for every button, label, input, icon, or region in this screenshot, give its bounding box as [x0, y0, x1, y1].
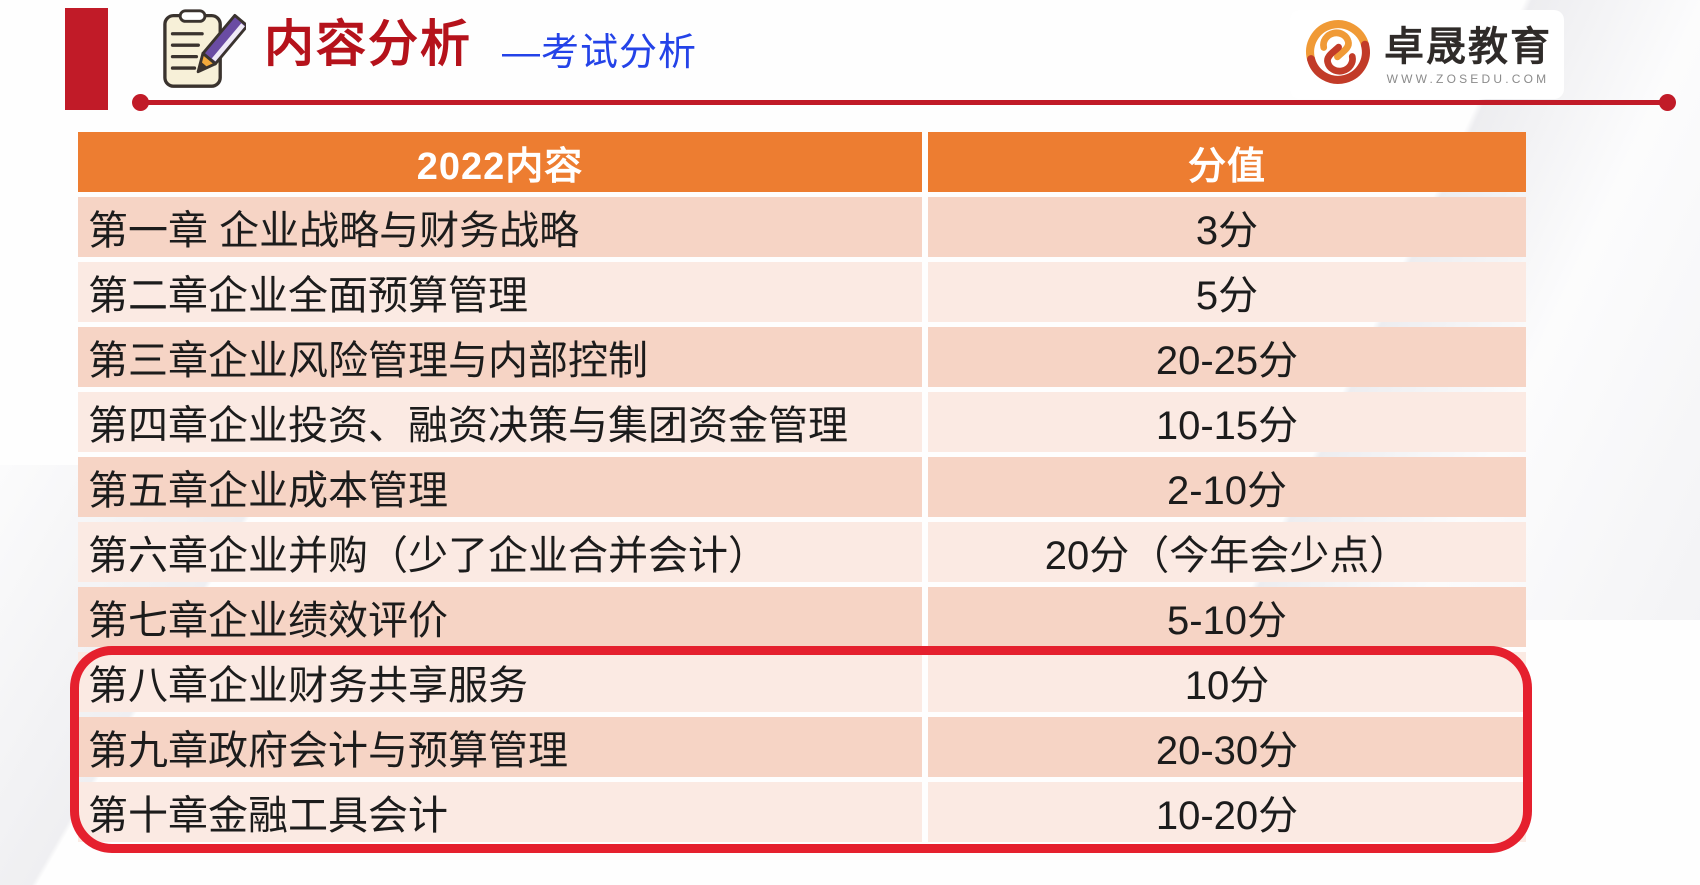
- score-cell: 10分: [928, 652, 1526, 712]
- table-row: 第四章企业投资、融资决策与集团资金管理 10-15分: [78, 392, 1526, 452]
- score-cell: 10-20分: [928, 782, 1526, 842]
- table-row: 第五章企业成本管理 2-10分: [78, 457, 1526, 517]
- header-underline: [132, 94, 1676, 111]
- chapter-cell: 第九章政府会计与预算管理: [78, 717, 922, 777]
- table-row: 第八章企业财务共享服务 10分: [78, 652, 1526, 712]
- table-header-row: 2022内容 分值: [78, 132, 1526, 192]
- content-table: 2022内容 分值 第一章 企业战略与财务战略 3分 第二章企业全面预算管理 5…: [78, 132, 1526, 842]
- column-header-content: 2022内容: [78, 132, 922, 192]
- score-cell: 5分: [928, 262, 1526, 322]
- brand-url: WWW.ZOSEDU.COM: [1386, 71, 1550, 86]
- red-accent-bar: [65, 8, 108, 110]
- brand-name: 卓晟教育: [1384, 24, 1552, 69]
- chapter-cell: 第四章企业投资、融资决策与集团资金管理: [78, 392, 922, 452]
- table-row: 第二章企业全面预算管理 5分: [78, 262, 1526, 322]
- column-header-score: 分值: [928, 132, 1526, 192]
- chapter-cell: 第二章企业全面预算管理: [78, 262, 922, 322]
- score-cell: 20-25分: [928, 327, 1526, 387]
- chapter-cell: 第三章企业风险管理与内部控制: [78, 327, 922, 387]
- brand-logo-icon: [1302, 16, 1374, 93]
- page-subtitle: —考试分析: [502, 32, 698, 74]
- table-row: 第三章企业风险管理与内部控制 20-25分: [78, 327, 1526, 387]
- notepad-pencil-icon: [162, 8, 249, 92]
- chapter-cell: 第八章企业财务共享服务: [78, 652, 922, 712]
- chapter-cell: 第一章 企业战略与财务战略: [78, 197, 922, 257]
- score-cell: 2-10分: [928, 457, 1526, 517]
- chapter-cell: 第六章企业并购（少了企业合并会计）: [78, 522, 922, 582]
- chapter-cell: 第十章金融工具会计: [78, 782, 922, 842]
- score-cell: 10-15分: [928, 392, 1526, 452]
- underline-dot-left: [132, 94, 149, 111]
- score-cell: 20-30分: [928, 717, 1526, 777]
- table-row: 第六章企业并购（少了企业合并会计） 20分（今年会少点）: [78, 522, 1526, 582]
- table-row: 第七章企业绩效评价 5-10分: [78, 587, 1526, 647]
- score-cell: 20分（今年会少点）: [928, 522, 1526, 582]
- score-cell: 5-10分: [928, 587, 1526, 647]
- page-title: 内容分析: [264, 16, 472, 72]
- brand-logo: 卓晟教育 WWW.ZOSEDU.COM: [1290, 10, 1564, 99]
- table-body: 第一章 企业战略与财务战略 3分 第二章企业全面预算管理 5分 第三章企业风险管…: [78, 197, 1526, 842]
- table-row: 第一章 企业战略与财务战略 3分: [78, 197, 1526, 257]
- table-row: 第九章政府会计与预算管理 20-30分: [78, 717, 1526, 777]
- score-cell: 3分: [928, 197, 1526, 257]
- table-row: 第十章金融工具会计 10-20分: [78, 782, 1526, 842]
- chapter-cell: 第五章企业成本管理: [78, 457, 922, 517]
- chapter-cell: 第七章企业绩效评价: [78, 587, 922, 647]
- underline-dot-right: [1659, 94, 1676, 111]
